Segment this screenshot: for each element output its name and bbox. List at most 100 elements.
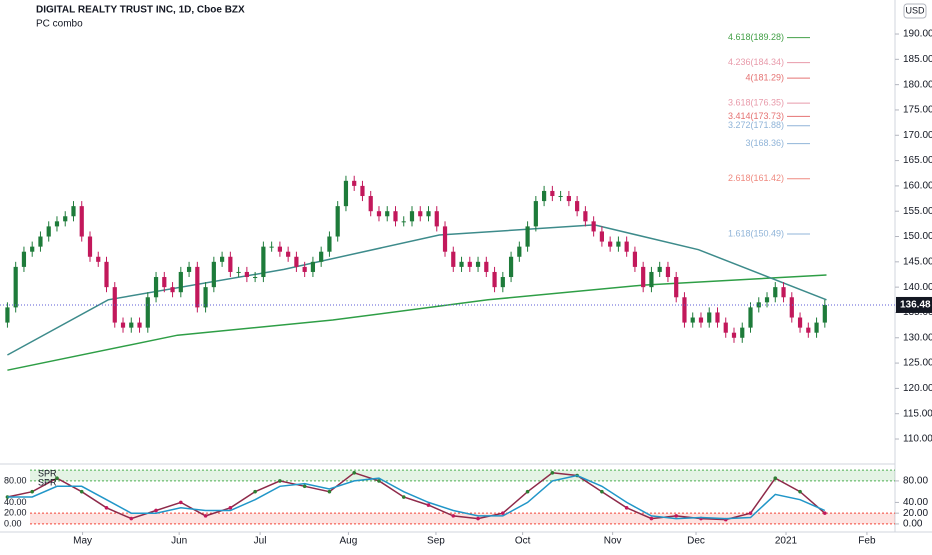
y-tick-label: 125.00 [903, 358, 932, 369]
candle-body [426, 211, 431, 217]
candle-body [707, 312, 712, 323]
candle-body [550, 190, 555, 197]
candle-body [451, 251, 456, 267]
currency-box[interactable] [903, 3, 927, 19]
oscillator-dot [649, 516, 654, 521]
oscillator-dot [278, 479, 282, 483]
candle-body [203, 287, 208, 308]
oscillator-dot [203, 514, 208, 518]
candle-body [269, 246, 274, 248]
fib-label: 3.272(171.88) [728, 120, 784, 130]
x-tick-label: Jun [171, 536, 187, 547]
fib-label: 3.414(173.73) [728, 111, 784, 121]
currency[interactable]: USD [905, 5, 925, 15]
oscillator-line [7, 471, 826, 521]
oscillator-dot [426, 503, 431, 507]
oscillator-dot [451, 514, 456, 518]
candle-body [698, 317, 704, 323]
candle-body [657, 266, 662, 272]
candle-body [54, 221, 60, 227]
series-name: SPR [38, 477, 57, 487]
oscillator-dot [476, 516, 480, 521]
candle-body [228, 256, 233, 272]
oscillator-dot [104, 505, 109, 510]
candle-body [558, 196, 563, 198]
y-tick-label-left: 20.00 [4, 508, 27, 518]
candle-body [764, 297, 770, 303]
last-price-box [896, 296, 932, 313]
oscillator-dot [302, 484, 307, 489]
candle-body [591, 221, 596, 232]
candle-body [409, 211, 415, 222]
candle-body [789, 297, 794, 318]
candle-body [608, 241, 613, 247]
candle-body [401, 221, 406, 223]
oscillator-dot [624, 505, 629, 510]
oscillator-dot [501, 511, 505, 515]
candle-body [822, 304, 827, 323]
zone [30, 470, 895, 481]
oscillator-dot [327, 489, 332, 494]
candle-body [253, 277, 258, 279]
candle-body [797, 317, 803, 328]
oscillator-dot [377, 479, 381, 483]
last-price-label: 136.48 [900, 300, 931, 311]
symbol-title: DIGITAL REALTY TRUST INC, 1D, Cboe BZX [36, 5, 245, 16]
candle-body [459, 261, 464, 267]
candle-body [261, 246, 266, 278]
candle-body [310, 261, 316, 272]
oscillator-dot [79, 489, 84, 494]
oscillator-dot [352, 471, 357, 475]
fib-label: 1.618(150.49) [728, 228, 784, 238]
candle-body [13, 266, 18, 308]
y-tick-label: 180.00 [903, 79, 932, 90]
candle-body [475, 261, 481, 267]
candle-body [129, 322, 134, 328]
candle-body [434, 211, 439, 227]
candle-body [327, 236, 332, 252]
candle-body [484, 261, 489, 272]
oscillator-dot [550, 471, 555, 475]
oscillator-dot [401, 495, 406, 499]
fib-label: 4.618(189.28) [728, 32, 784, 42]
candle-body [376, 211, 382, 217]
x-tick-label: Feb [858, 536, 876, 547]
candle-body [740, 327, 745, 338]
y-tick-label: 155.00 [903, 206, 932, 217]
candle-body [508, 256, 514, 278]
oscillator-dot [823, 511, 827, 515]
y-tick-label: 130.00 [903, 332, 932, 343]
candle-body [773, 287, 778, 298]
fib-label: 4.236(184.34) [728, 57, 784, 67]
candle-body [542, 190, 547, 202]
oscillator-dot [525, 489, 530, 494]
candle-body [96, 256, 101, 262]
candle-body [38, 236, 43, 247]
candle-body [442, 226, 448, 252]
fib-label: 3(168.36) [745, 138, 784, 148]
candle-body [781, 287, 786, 298]
candle-body [211, 261, 216, 288]
candle-body [806, 327, 811, 333]
candle-body [21, 251, 27, 267]
candle-body [756, 302, 761, 308]
y-tick-label: 110.00 [903, 434, 932, 445]
candle-body [533, 201, 538, 227]
y-tick-label: 145.00 [903, 256, 932, 267]
candle-body [170, 287, 175, 293]
candle-body [137, 322, 142, 328]
candle-body [120, 322, 126, 328]
candle-body [624, 241, 629, 252]
x-tick-label: Oct [515, 536, 531, 547]
candle-body [302, 266, 307, 272]
y-tick-label: 175.00 [903, 105, 932, 116]
oscillator-dot [154, 508, 158, 513]
y-tick-label: 80.00 [903, 476, 928, 487]
candle-body [674, 277, 679, 298]
candle-body [79, 206, 84, 237]
candle-body [219, 256, 225, 262]
candle-body [145, 297, 150, 328]
x-tick-label: Aug [340, 536, 358, 547]
